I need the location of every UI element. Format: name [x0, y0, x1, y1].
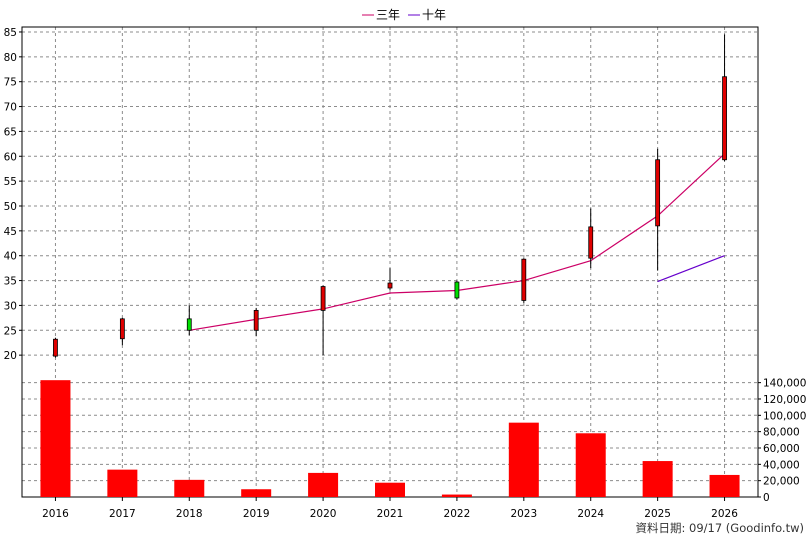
- volume-bar-2026: [709, 474, 740, 497]
- price-axis: 20 25 30 35 40 45 50 55 60 65 70 75 80 85: [4, 27, 22, 362]
- candlesticks: [53, 34, 727, 358]
- gridlines: [22, 27, 758, 497]
- price-tick-label: 70: [4, 102, 17, 114]
- volume-bar-2024: [575, 433, 606, 497]
- price-tick-label: 25: [4, 325, 17, 337]
- volume-tick-label: 20,000: [763, 476, 800, 488]
- volume-tick-label: 100,000: [763, 410, 806, 422]
- legend: 三年 十年: [362, 8, 446, 22]
- legend-label-three-year: 三年: [376, 8, 400, 22]
- candle-body-2020: [320, 286, 326, 311]
- candle-body-2016: [53, 338, 58, 357]
- year-tick-label: 2021: [377, 508, 404, 520]
- price-tick-label: 20: [4, 350, 17, 362]
- volume-bar-2020: [308, 472, 339, 497]
- candle-body-2017: [119, 318, 125, 340]
- year-tick-label: 2018: [176, 508, 203, 520]
- candle-body-2024: [588, 226, 594, 259]
- volume-bar-2019: [241, 489, 272, 497]
- volume-bar-2017: [107, 469, 138, 497]
- year-tick-label: 2026: [711, 508, 738, 520]
- volume-tick-label: 40,000: [763, 459, 800, 471]
- volume-bars: [40, 380, 740, 497]
- year-tick-label: 2022: [444, 508, 471, 520]
- volume-bar-2023: [508, 422, 539, 497]
- year-tick-label: 2019: [243, 508, 270, 520]
- year-tick-label: 2017: [109, 508, 136, 520]
- year-tick-label: 2024: [577, 508, 604, 520]
- volume-bar-2018: [174, 479, 205, 497]
- volume-bar-2022: [441, 494, 472, 497]
- year-tick-label: 2020: [310, 508, 337, 520]
- candle-body-2019: [253, 309, 259, 331]
- price-tick-label: 35: [4, 276, 17, 288]
- legend-label-ten-year: 十年: [422, 8, 446, 22]
- volume-tick-label: 60,000: [763, 443, 800, 455]
- volume-bar-2016: [40, 380, 71, 497]
- price-tick-label: 40: [4, 251, 17, 263]
- candle-body-2023: [521, 258, 527, 301]
- price-tick-label: 75: [4, 77, 17, 89]
- candle-body-2021: [387, 282, 393, 289]
- price-tick-label: 50: [4, 201, 17, 213]
- volume-bar-2021: [375, 482, 405, 497]
- volume-axis: 0 20,000 40,000 60,000 80,000 100,000 120,000 1…: [758, 378, 806, 504]
- price-tick-label: 65: [4, 126, 17, 138]
- candle-body-2022: [454, 281, 460, 299]
- price-tick-label: 80: [4, 52, 17, 64]
- year-axis: 2016 2017 2018 2019 2020 2021 2022 2023 2024 2025…: [42, 497, 738, 520]
- volume-bar-2025: [642, 461, 673, 497]
- series-line-ten-year: [657, 255, 725, 283]
- volume-tick-label: 0: [763, 492, 770, 504]
- volume-tick-label: 120,000: [763, 394, 806, 406]
- volume-tick-label: 80,000: [763, 427, 800, 439]
- price-tick-label: 60: [4, 151, 17, 163]
- year-tick-label: 2025: [644, 508, 671, 520]
- price-tick-label: 30: [4, 300, 17, 312]
- candle-body-2026: [722, 76, 727, 161]
- candle-body-2025: [655, 159, 661, 227]
- price-tick-label: 55: [4, 176, 17, 188]
- year-tick-label: 2016: [42, 508, 69, 520]
- data-date-credit: 資料日期: 09/17 (Goodinfo.tw): [635, 521, 804, 535]
- year-tick-label: 2023: [510, 508, 537, 520]
- candle-body-2018: [186, 318, 192, 331]
- price-tick-label: 85: [4, 27, 17, 39]
- price-tick-label: 45: [4, 226, 17, 238]
- volume-tick-label: 140,000: [763, 378, 806, 390]
